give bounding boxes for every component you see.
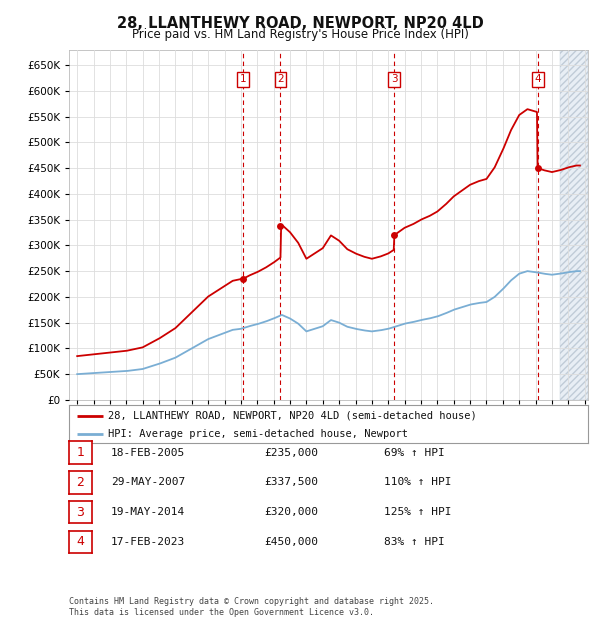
Text: £320,000: £320,000 bbox=[264, 507, 318, 517]
Text: Price paid vs. HM Land Registry's House Price Index (HPI): Price paid vs. HM Land Registry's House … bbox=[131, 29, 469, 41]
Text: Contains HM Land Registry data © Crown copyright and database right 2025.
This d: Contains HM Land Registry data © Crown c… bbox=[69, 598, 434, 617]
Text: 1: 1 bbox=[239, 74, 246, 84]
Text: 28, LLANTHEWY ROAD, NEWPORT, NP20 4LD (semi-detached house): 28, LLANTHEWY ROAD, NEWPORT, NP20 4LD (s… bbox=[108, 410, 476, 420]
Text: 83% ↑ HPI: 83% ↑ HPI bbox=[384, 537, 445, 547]
Text: 17-FEB-2023: 17-FEB-2023 bbox=[111, 537, 185, 547]
Text: 69% ↑ HPI: 69% ↑ HPI bbox=[384, 448, 445, 458]
Text: 110% ↑ HPI: 110% ↑ HPI bbox=[384, 477, 452, 487]
Text: 1: 1 bbox=[76, 446, 85, 459]
Text: 2: 2 bbox=[277, 74, 284, 84]
Text: 4: 4 bbox=[76, 536, 85, 548]
Text: 125% ↑ HPI: 125% ↑ HPI bbox=[384, 507, 452, 517]
Text: £450,000: £450,000 bbox=[264, 537, 318, 547]
Text: 3: 3 bbox=[391, 74, 398, 84]
Text: £337,500: £337,500 bbox=[264, 477, 318, 487]
Text: 18-FEB-2005: 18-FEB-2005 bbox=[111, 448, 185, 458]
Text: 2: 2 bbox=[76, 476, 85, 489]
Text: £235,000: £235,000 bbox=[264, 448, 318, 458]
Text: 29-MAY-2007: 29-MAY-2007 bbox=[111, 477, 185, 487]
Text: 3: 3 bbox=[76, 506, 85, 518]
Text: 4: 4 bbox=[535, 74, 541, 84]
Text: 28, LLANTHEWY ROAD, NEWPORT, NP20 4LD: 28, LLANTHEWY ROAD, NEWPORT, NP20 4LD bbox=[116, 16, 484, 31]
Text: HPI: Average price, semi-detached house, Newport: HPI: Average price, semi-detached house,… bbox=[108, 428, 408, 439]
Text: 19-MAY-2014: 19-MAY-2014 bbox=[111, 507, 185, 517]
